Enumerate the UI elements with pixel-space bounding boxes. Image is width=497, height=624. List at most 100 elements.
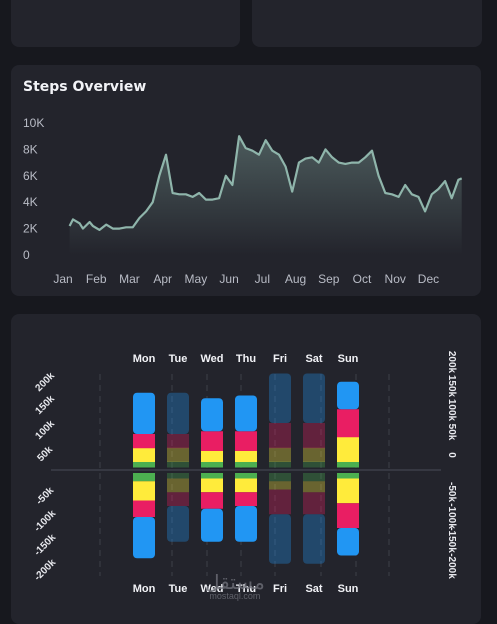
bar-segment xyxy=(303,423,325,449)
bar-segment xyxy=(337,478,359,504)
bar-segment xyxy=(201,450,223,462)
left-y-tick-label: -200k xyxy=(32,557,58,583)
bar-segment xyxy=(337,528,359,556)
x-tick-label: Jun xyxy=(219,272,238,286)
bar-group-thu[interactable] xyxy=(235,395,257,542)
bar-segment xyxy=(269,514,291,564)
bar-segment xyxy=(167,478,189,493)
bar-segment xyxy=(235,395,257,432)
left-y-tick-label: -150k xyxy=(32,532,58,558)
bar-segment xyxy=(269,489,291,515)
y-tick-label: 4K xyxy=(23,195,38,209)
bar-segment xyxy=(269,473,291,482)
y-tick-label: 2K xyxy=(23,222,38,236)
top-category-label: Fri xyxy=(273,353,287,365)
top-left-card xyxy=(11,0,240,47)
watermark-logo: مستقل mostaql.com xyxy=(205,570,265,601)
x-tick-label: Jan xyxy=(53,272,72,286)
bar-segment xyxy=(167,447,189,462)
right-y-tick-label: -150k xyxy=(446,527,457,553)
bar-group-sat[interactable] xyxy=(303,373,325,564)
bar-group-sun[interactable] xyxy=(337,381,359,556)
left-y-tick-label: 200k xyxy=(33,370,57,394)
bar-segment xyxy=(133,473,155,482)
bar-segment xyxy=(133,517,155,559)
bar-segment xyxy=(167,434,189,449)
bottom-category-label: Sun xyxy=(338,583,359,595)
bar-segment xyxy=(303,473,325,482)
bar-segment xyxy=(235,473,257,479)
bar-segment xyxy=(133,500,155,517)
top-category-label: Wed xyxy=(200,353,223,365)
x-tick-label: Nov xyxy=(385,272,406,286)
bar-segment xyxy=(269,373,291,423)
x-tick-label: Jul xyxy=(255,272,270,286)
bar-segment xyxy=(235,478,257,493)
bar-segment xyxy=(303,461,325,468)
right-y-tick-label: 100k xyxy=(446,399,457,422)
bar-segment xyxy=(167,461,189,468)
bar-segment xyxy=(133,481,155,501)
bottom-category-label: Thu xyxy=(236,583,256,595)
bar-group-tue[interactable] xyxy=(167,392,189,542)
bar-segment xyxy=(201,461,223,468)
bar-segment xyxy=(133,461,155,468)
top-category-label: Thu xyxy=(236,353,256,365)
bar-segment xyxy=(235,461,257,468)
bar-segment xyxy=(303,492,325,515)
right-y-tick-label: 50k xyxy=(446,424,457,441)
left-y-tick-label: 50k xyxy=(35,444,55,464)
right-y-tick-label: 150k xyxy=(446,375,457,398)
weekly-diverging-bar-chart: 200k150k100k50k-50k-100k-150k-200k200k15… xyxy=(32,351,457,595)
bar-group-fri[interactable] xyxy=(269,373,291,564)
bar-segment xyxy=(337,409,359,438)
steps-series-line xyxy=(68,135,463,231)
right-y-tick-label: -200k xyxy=(446,553,457,579)
bar-segment xyxy=(235,492,257,506)
bar-segment xyxy=(167,392,189,434)
bar-segment xyxy=(337,473,359,479)
steps-overview-card: Steps Overview 0 2K 4K 6K 8K 10K Jan Feb Mar Apr M… xyxy=(11,65,481,296)
bar-segment xyxy=(133,447,155,462)
bar-segment xyxy=(337,503,359,528)
top-category-label: Mon xyxy=(133,353,156,365)
bar-group-mon[interactable] xyxy=(133,392,155,559)
left-y-tick-label: -100k xyxy=(32,508,58,534)
bar-segment xyxy=(201,508,223,542)
bottom-category-label: Sat xyxy=(305,583,322,595)
steps-overview-title: Steps Overview xyxy=(23,79,147,95)
bar-segment xyxy=(133,434,155,449)
left-y-tick-label: 150k xyxy=(33,393,57,417)
bar-segment xyxy=(269,423,291,449)
top-category-label: Sat xyxy=(305,353,322,365)
bottom-category-label: Tue xyxy=(169,583,188,595)
bar-group-wed[interactable] xyxy=(201,398,223,542)
y-tick-label: 6K xyxy=(23,169,38,183)
bar-segment xyxy=(303,447,325,462)
bar-segment xyxy=(337,381,359,410)
left-y-tick-label: -50k xyxy=(34,485,56,507)
bar-segment xyxy=(337,461,359,468)
bar-segment xyxy=(133,392,155,434)
x-tick-label: May xyxy=(185,272,208,286)
x-tick-label: Aug xyxy=(285,272,306,286)
bottom-category-label: Wed xyxy=(200,583,223,595)
bar-segment xyxy=(235,506,257,542)
top-category-label: Tue xyxy=(169,353,188,365)
left-y-tick-label: 100k xyxy=(33,418,57,442)
bar-segment xyxy=(269,461,291,468)
y-tick-label: 8K xyxy=(23,142,38,156)
bar-segment xyxy=(201,398,223,432)
x-tick-label: Oct xyxy=(353,272,372,286)
top-category-label: Sun xyxy=(338,353,359,365)
right-y-tick-label: -100k xyxy=(446,503,457,529)
weekly-activity-card: 200k 150k 100k 50k -50k -100k -150k -200k 200k 15… xyxy=(11,314,481,624)
bar-segment xyxy=(167,473,189,479)
x-tick-label: Sep xyxy=(318,272,340,286)
bar-segment xyxy=(337,436,359,462)
steps-area-fill xyxy=(69,136,462,255)
x-tick-label: Mar xyxy=(119,272,140,286)
bar-segment xyxy=(201,492,223,509)
steps-area-chart: 0 2K 4K 6K 8K 10K Jan Feb Mar Apr May Jun Jul Aug Sep O… xyxy=(23,116,463,286)
right-y-tick-label: 0 xyxy=(446,452,457,458)
